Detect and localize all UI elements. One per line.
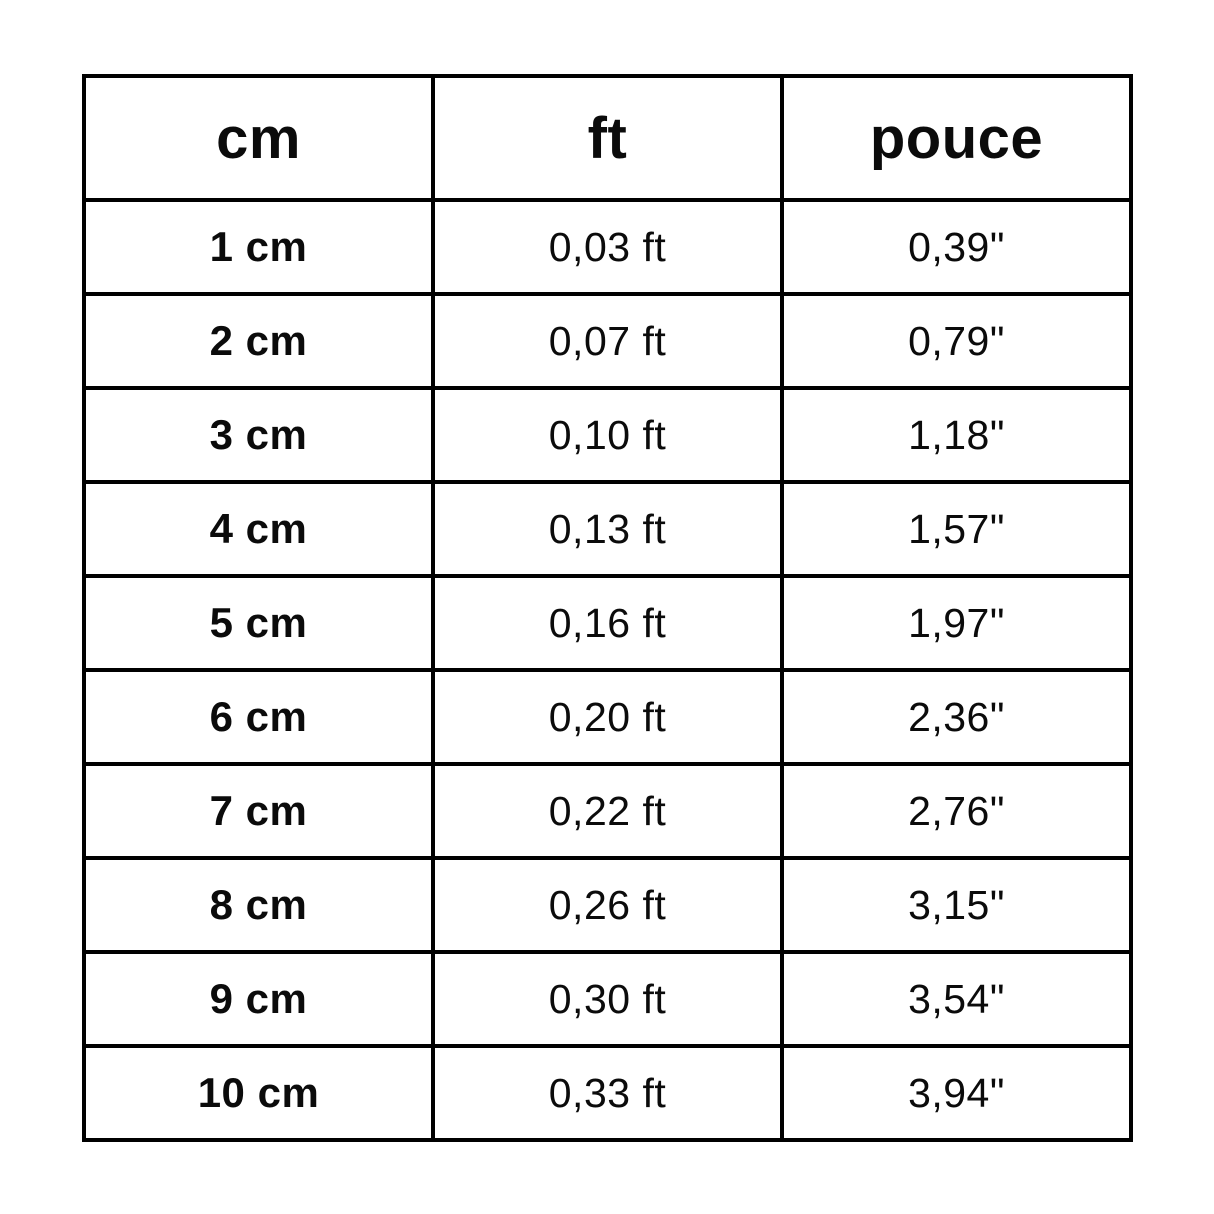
- cell-ft: 0,10 ft: [431, 386, 784, 484]
- table-row: 5 cm 0,16 ft 1,97": [82, 574, 1133, 672]
- table-row: 8 cm 0,26 ft 3,15": [82, 856, 1133, 954]
- cell-pouce: 3,15": [780, 856, 1133, 954]
- table-row: 2 cm 0,07 ft 0,79": [82, 292, 1133, 390]
- table-row: 4 cm 0,13 ft 1,57": [82, 480, 1133, 578]
- cell-ft: 0,30 ft: [431, 950, 784, 1048]
- conversion-table-container: cm ft pouce 1 cm 0,03 ft 0,39" 2 cm 0,07…: [82, 74, 1133, 1142]
- cell-ft: 0,03 ft: [431, 198, 784, 296]
- cell-ft: 0,16 ft: [431, 574, 784, 672]
- cell-pouce: 0,79": [780, 292, 1133, 390]
- cell-cm: 1 cm: [82, 198, 435, 296]
- cell-pouce: 1,18": [780, 386, 1133, 484]
- cell-ft: 0,33 ft: [431, 1044, 784, 1142]
- cm-ft-pouce-conversion-table: cm ft pouce 1 cm 0,03 ft 0,39" 2 cm 0,07…: [82, 74, 1133, 1142]
- table-row: 9 cm 0,30 ft 3,54": [82, 950, 1133, 1048]
- header-ft: ft: [431, 74, 784, 202]
- cell-pouce: 2,36": [780, 668, 1133, 766]
- cell-cm: 4 cm: [82, 480, 435, 578]
- cell-pouce: 2,76": [780, 762, 1133, 860]
- cell-cm: 10 cm: [82, 1044, 435, 1142]
- table-row: 1 cm 0,03 ft 0,39": [82, 198, 1133, 296]
- header-row: cm ft pouce: [82, 74, 1133, 202]
- cell-ft: 0,07 ft: [431, 292, 784, 390]
- header-cm: cm: [82, 74, 435, 202]
- cell-ft: 0,26 ft: [431, 856, 784, 954]
- header-pouce: pouce: [780, 74, 1133, 202]
- cell-cm: 7 cm: [82, 762, 435, 860]
- cell-ft: 0,22 ft: [431, 762, 784, 860]
- cell-cm: 5 cm: [82, 574, 435, 672]
- cell-cm: 6 cm: [82, 668, 435, 766]
- table-row: 10 cm 0,33 ft 3,94": [82, 1044, 1133, 1142]
- cell-cm: 3 cm: [82, 386, 435, 484]
- cell-pouce: 0,39": [780, 198, 1133, 296]
- cell-ft: 0,13 ft: [431, 480, 784, 578]
- cell-pouce: 1,97": [780, 574, 1133, 672]
- cell-cm: 9 cm: [82, 950, 435, 1048]
- table-row: 3 cm 0,10 ft 1,18": [82, 386, 1133, 484]
- table-row: 6 cm 0,20 ft 2,36": [82, 668, 1133, 766]
- cell-cm: 8 cm: [82, 856, 435, 954]
- cell-cm: 2 cm: [82, 292, 435, 390]
- cell-ft: 0,20 ft: [431, 668, 784, 766]
- table-row: 7 cm 0,22 ft 2,76": [82, 762, 1133, 860]
- cell-pouce: 3,54": [780, 950, 1133, 1048]
- cell-pouce: 3,94": [780, 1044, 1133, 1142]
- cell-pouce: 1,57": [780, 480, 1133, 578]
